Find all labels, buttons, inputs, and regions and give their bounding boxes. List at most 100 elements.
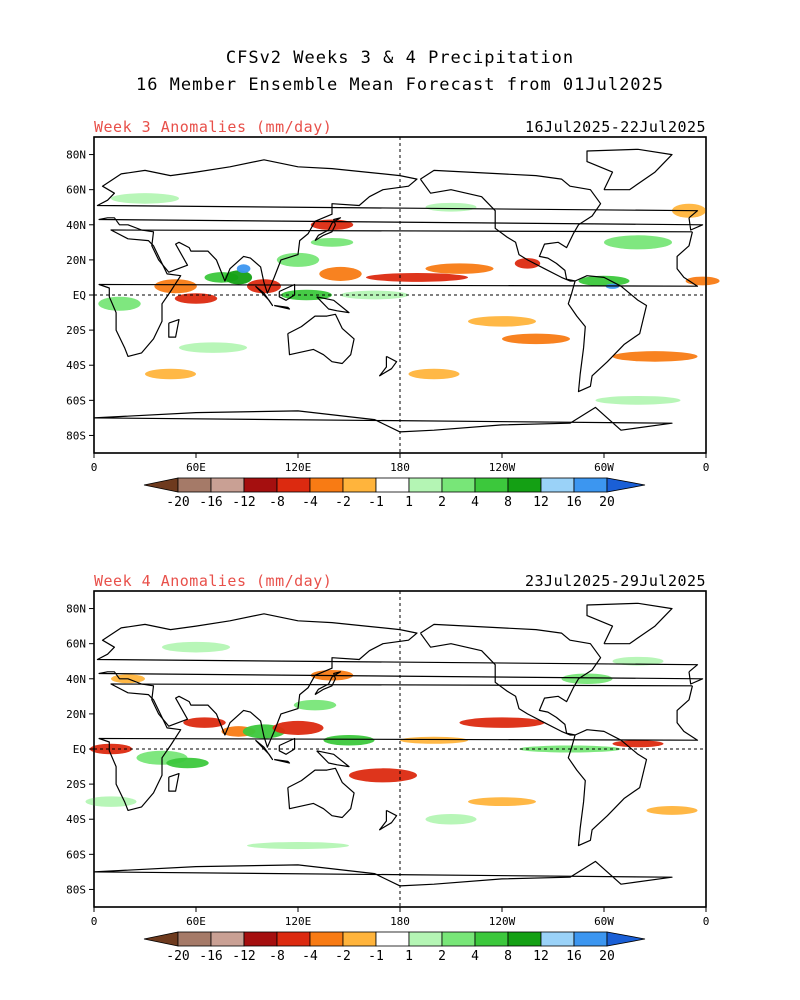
anomaly-patch <box>340 290 409 300</box>
colorbar-min-arrow <box>143 931 179 947</box>
colorbar-label: 20 <box>599 949 615 964</box>
colorbar-min-arrow <box>143 477 179 493</box>
lon-label: 120E <box>285 461 312 474</box>
colorbar-swatch <box>474 477 509 493</box>
coastline <box>419 623 602 736</box>
colorbar-label: -8 <box>269 949 285 964</box>
lon-label: 0 <box>703 461 710 474</box>
anomaly-patch <box>612 656 664 666</box>
lon-label: 120E <box>285 915 312 928</box>
colorbar-label: 20 <box>599 495 615 510</box>
colorbar-label: 16 <box>566 949 582 964</box>
anomaly-patch <box>276 252 320 267</box>
anomaly-patch <box>319 266 362 281</box>
anomaly-patch <box>459 717 545 728</box>
coastline <box>96 613 704 748</box>
colorbar-label: -8 <box>269 495 285 510</box>
coastline <box>168 773 180 792</box>
coastline <box>274 758 291 764</box>
anomaly-patch <box>174 293 218 304</box>
lat-label: 60S <box>66 848 86 861</box>
coastline-layer <box>93 602 704 887</box>
coastline <box>93 406 673 433</box>
colorbar-label: 2 <box>438 949 446 964</box>
anomaly-patch <box>166 757 209 769</box>
colorbar-label: -12 <box>232 949 255 964</box>
lon-label: 0 <box>91 915 98 928</box>
coastline <box>287 313 355 365</box>
colorbar-label: -16 <box>199 495 222 510</box>
colorbar-label: -1 <box>368 949 384 964</box>
coastline <box>93 860 673 887</box>
colorbar-label: 4 <box>471 949 479 964</box>
lon-label: 120W <box>489 461 516 474</box>
coastline <box>586 602 673 645</box>
lat-label: 80N <box>66 603 86 616</box>
coastline <box>98 683 699 811</box>
anomaly-patch <box>408 368 460 380</box>
anomaly-patch <box>111 193 179 204</box>
anomaly-patch <box>183 717 226 728</box>
colorbar-label: -4 <box>302 495 318 510</box>
anomaly-patch <box>612 740 664 748</box>
colorbar-swatch <box>309 931 344 947</box>
lat-label: 80N <box>66 149 86 162</box>
week3-precipitation-map: 80N 60N 40N 20N EQ 20S 40S 60S 80S 0 60E 120E 180 120… <box>66 136 720 474</box>
anomaly-patch <box>154 279 197 294</box>
anomaly-patch <box>85 796 137 807</box>
coastline <box>314 217 342 242</box>
anomaly-patch <box>89 743 133 755</box>
lat-label: 40N <box>66 219 86 232</box>
anomaly-patch <box>425 263 494 274</box>
anomaly-patch <box>502 333 570 345</box>
colorbar-label: -1 <box>368 495 384 510</box>
colorbar-swatch <box>441 931 476 947</box>
colorbar-max-arrow <box>606 931 646 947</box>
anomaly-patch <box>400 736 468 744</box>
colorbar-swatch <box>573 931 608 947</box>
week3-date-range: 16Jul2025-22Jul2025 <box>525 118 707 136</box>
chart-subtitle: 16 Member Ensemble Mean Forecast from 01… <box>135 75 665 95</box>
lon-label: 60E <box>186 461 206 474</box>
lat-label: EQ <box>73 289 86 302</box>
coastline <box>255 739 274 761</box>
anomaly-patch <box>162 641 230 653</box>
lat-label: 20N <box>66 254 86 267</box>
coastline <box>287 767 355 819</box>
anomaly-patch <box>293 699 337 711</box>
colorbar-swatch <box>441 477 476 493</box>
colorbar-swatch <box>474 931 509 947</box>
colorbar-label: -20 <box>166 949 189 964</box>
colorbar-swatch <box>375 931 410 947</box>
colorbar-label: -20 <box>166 495 189 510</box>
colorbar-swatch <box>177 931 212 947</box>
anomaly-patch <box>425 813 477 825</box>
coastline <box>379 809 398 831</box>
lat-label: 40N <box>66 673 86 686</box>
week3-colorbar: -20 -16 -12 -8 -4 -2 -1 1 2 4 8 12 16 20 <box>143 477 646 510</box>
colorbar-max-arrow <box>606 477 646 493</box>
colorbar-label: 1 <box>405 495 413 510</box>
lon-label: 180 <box>390 461 410 474</box>
lon-label: 60W <box>594 915 614 928</box>
anomaly-layer <box>98 193 720 405</box>
anomaly-patch <box>224 270 253 285</box>
colorbar-swatch <box>408 477 443 493</box>
colorbar-label: -16 <box>199 949 222 964</box>
anomaly-patch <box>595 395 681 405</box>
lon-label: 180 <box>390 915 410 928</box>
coastline <box>274 304 291 310</box>
coastline-layer <box>93 148 704 433</box>
colorbar-label: -2 <box>335 949 351 964</box>
colorbar-swatch <box>210 931 245 947</box>
coastline <box>278 737 296 755</box>
anomaly-patch <box>145 368 196 380</box>
lat-label: 20N <box>66 708 86 721</box>
anomaly-patch <box>685 276 720 286</box>
colorbar-swatch <box>243 477 278 493</box>
coastline <box>255 285 274 307</box>
chart-title: CFSv2 Weeks 3 & 4 Precipitation <box>225 48 575 68</box>
coastline <box>379 355 398 377</box>
colorbar-label: 12 <box>533 949 549 964</box>
anomaly-patch <box>514 258 541 269</box>
